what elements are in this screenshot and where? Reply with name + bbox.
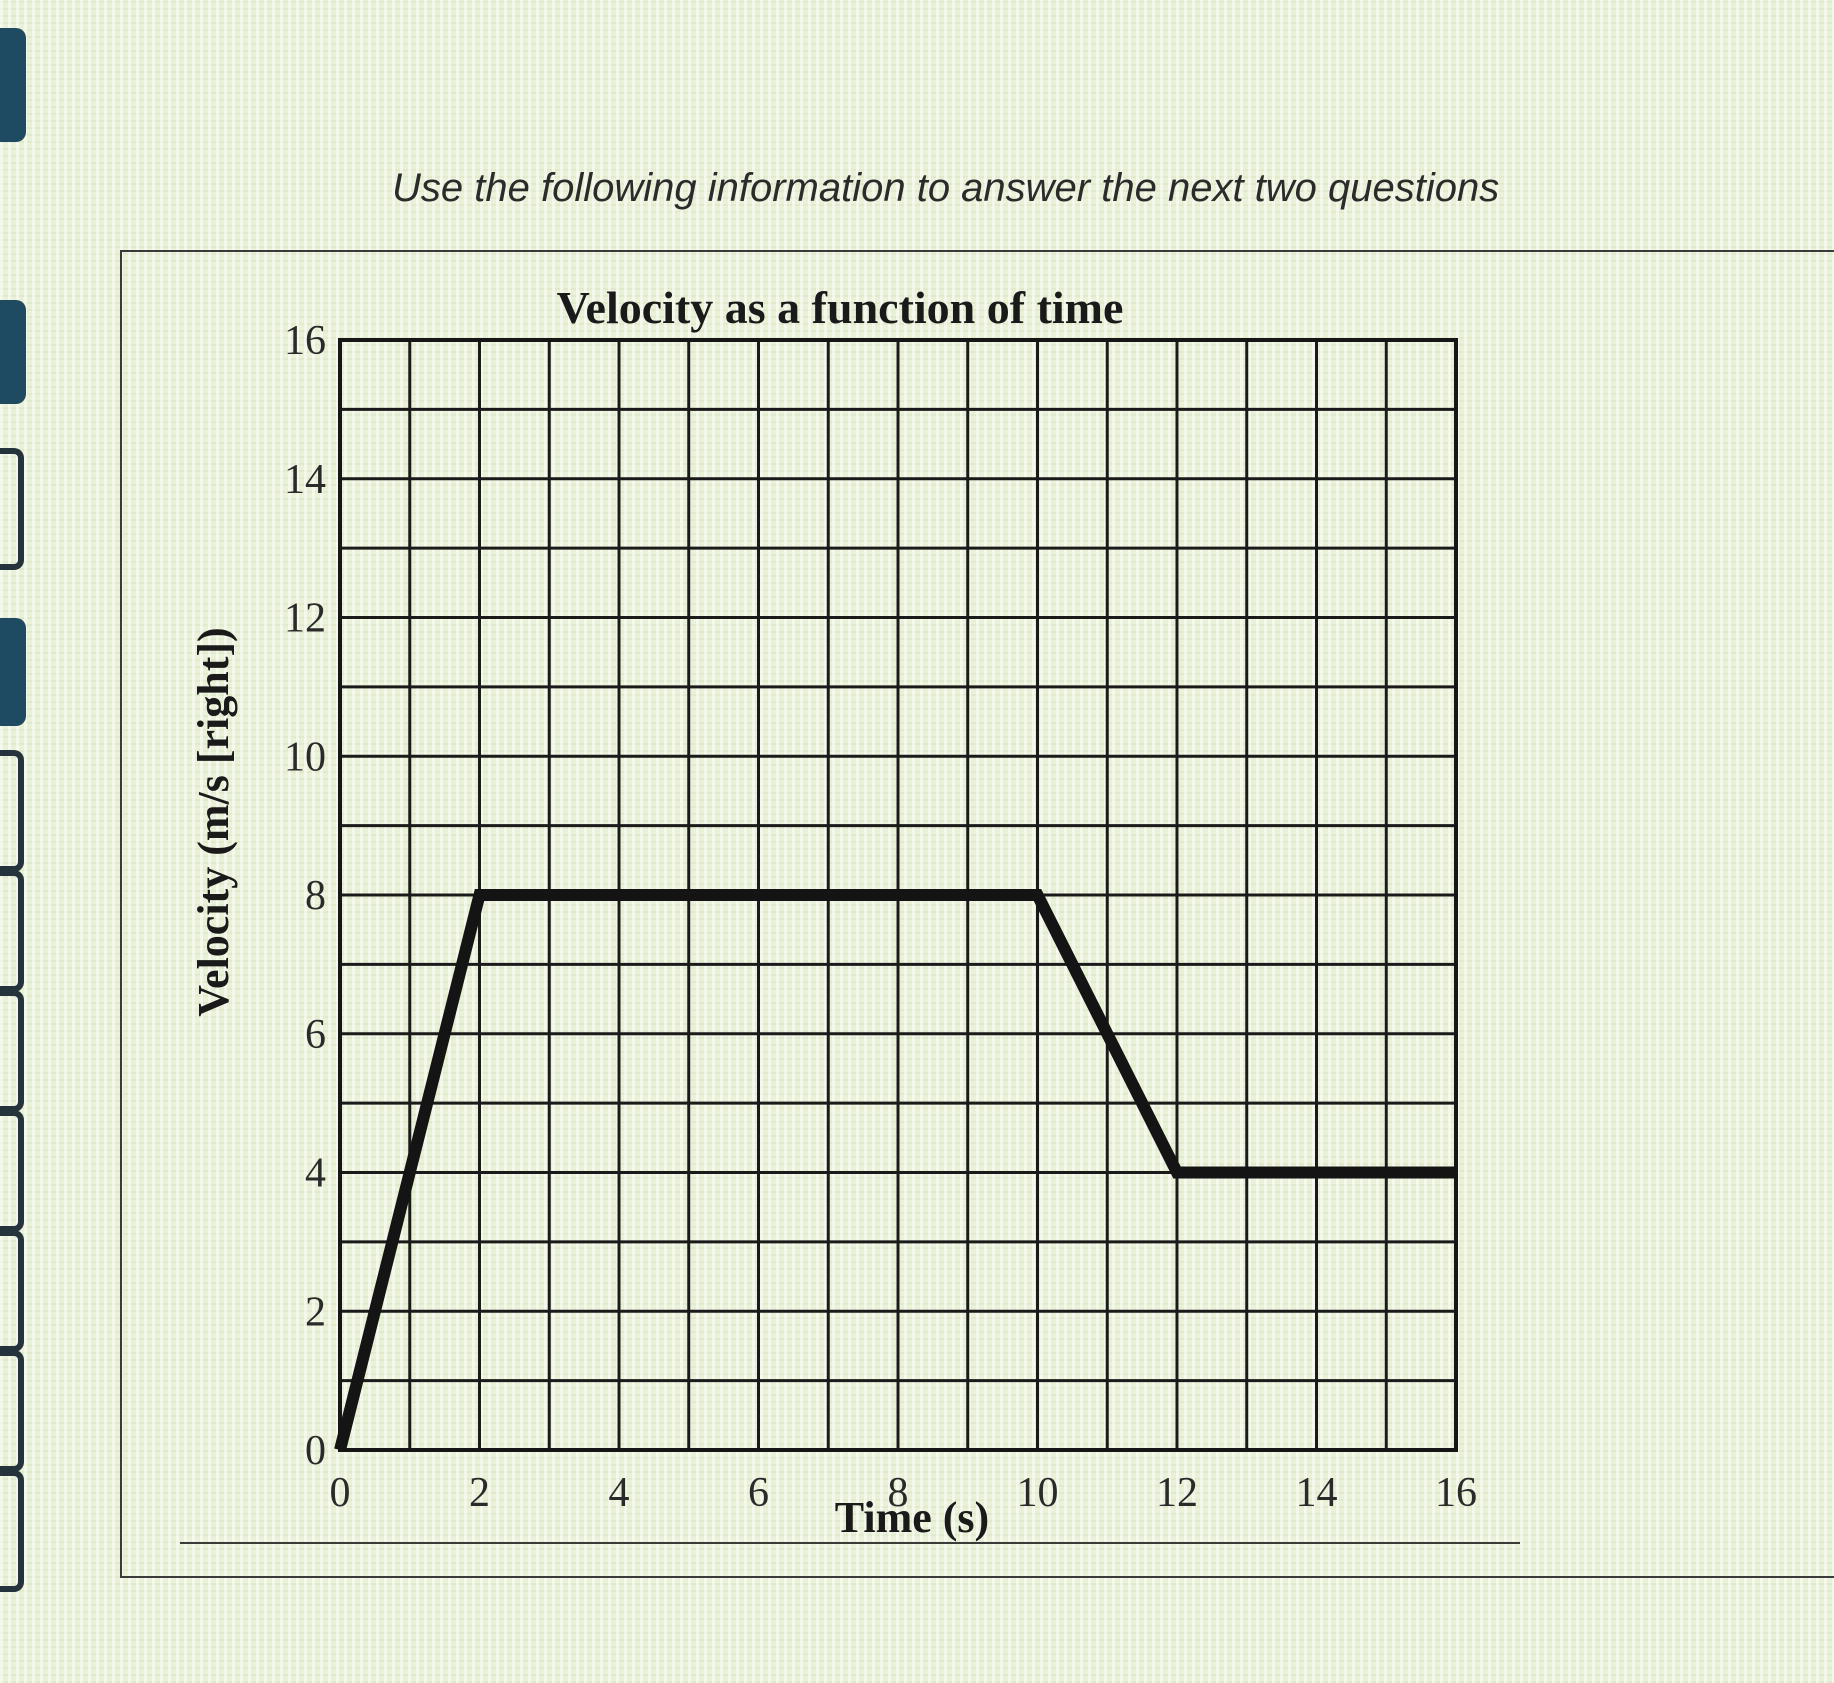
y-tick-label: 6 <box>305 1012 326 1058</box>
y-tick-label: 12 <box>284 596 326 642</box>
x-tick-label: 2 <box>469 1470 490 1516</box>
sidebar-tab-1[interactable] <box>0 28 26 142</box>
frame-left-rule <box>120 250 122 1578</box>
x-tick-label: 10 <box>1017 1470 1059 1516</box>
y-tick-label: 8 <box>305 873 326 919</box>
sidebar-tab-8[interactable] <box>0 1110 24 1232</box>
sidebar-edge <box>0 0 58 1683</box>
x-tick-label: 6 <box>748 1470 769 1516</box>
sidebar-tab-2[interactable] <box>0 300 26 404</box>
frame-bottom-rule <box>120 1576 1834 1578</box>
x-tick-label: 14 <box>1296 1470 1338 1516</box>
y-axis-label: Velocity (m/s [right]) <box>189 627 238 1016</box>
x-tick-label: 0 <box>330 1470 351 1516</box>
y-tick-label: 0 <box>305 1428 326 1474</box>
sidebar-tab-9[interactable] <box>0 1230 24 1352</box>
sidebar-tab-3[interactable] <box>0 448 24 570</box>
sidebar-tab-4[interactable] <box>0 618 26 726</box>
figure-bottom-rule <box>180 1542 1520 1544</box>
x-tick-label: 12 <box>1156 1470 1198 1516</box>
plot-frame <box>338 338 1458 1452</box>
sidebar-tab-10[interactable] <box>0 1350 24 1472</box>
y-tick-label: 2 <box>305 1289 326 1335</box>
tick-labels: 0 2 4 6 8 10 12 14 16 0 2 4 6 8 10 12 14 16 <box>284 318 1477 1516</box>
sidebar-tab-11[interactable] <box>0 1470 24 1592</box>
y-tick-label: 10 <box>284 734 326 780</box>
instruction-text: Use the following information to answer … <box>392 166 1500 210</box>
frame-top-rule <box>120 250 1834 252</box>
sidebar-tab-7[interactable] <box>0 990 24 1112</box>
x-tick-label: 8 <box>888 1470 909 1516</box>
chart-title: Velocity as a function of time <box>557 282 1124 333</box>
sidebar-tab-6[interactable] <box>0 870 24 992</box>
x-axis-label: Time (s) <box>835 1493 989 1542</box>
x-tick-label: 4 <box>609 1470 630 1516</box>
x-tick-label: 16 <box>1435 1470 1477 1516</box>
sidebar-tab-5[interactable] <box>0 750 24 872</box>
y-tick-label: 16 <box>284 318 326 364</box>
velocity-series-line <box>334 889 1456 1452</box>
y-tick-label: 14 <box>284 457 326 503</box>
y-tick-label: 4 <box>305 1151 326 1197</box>
